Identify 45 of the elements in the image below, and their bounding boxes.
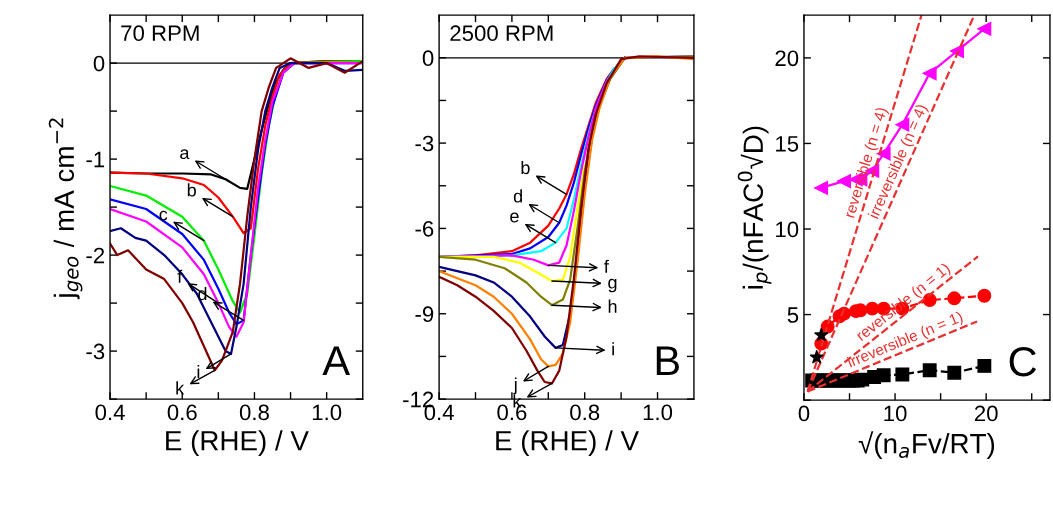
x-tick-label: 10 — [884, 405, 907, 422]
chart-title: 2500 RPM — [450, 25, 553, 42]
annotation: k — [176, 381, 185, 395]
annotation: B — [656, 346, 679, 376]
x-tick-label: 0.8 — [239, 404, 269, 421]
x-axis-title: E (RHE) / V — [166, 430, 309, 457]
annotation: h — [608, 299, 617, 313]
annotation: C — [1009, 346, 1037, 377]
annotation: j — [513, 377, 517, 395]
annotation: f — [604, 259, 609, 273]
annotation: d — [513, 189, 522, 203]
annotation: e — [510, 212, 519, 223]
y-tick-label: -3 — [415, 135, 434, 152]
y-tick-label: -2 — [86, 247, 105, 264]
y-tick-label: 0 — [93, 55, 105, 72]
chart-title: 70 RPM — [121, 25, 199, 42]
x-tick-label: 20 — [974, 405, 998, 422]
annotation: b — [521, 160, 530, 175]
x-tick-label: 0 — [798, 405, 810, 422]
y-axis-title: j$_{geo}$ / mA cm$^{−2}$ — [48, 118, 83, 300]
annotation: A — [322, 346, 351, 376]
y-tick-label: 20 — [775, 50, 799, 67]
x-axis-title: E (RHE) / V — [496, 430, 639, 457]
y-tick-label: 10 — [776, 221, 799, 238]
y-axis-title: i$_{p}$/(nFAC$^{0}$√D) — [737, 126, 772, 289]
annotation: g — [608, 278, 617, 293]
y-tick-label: 5 — [787, 307, 799, 323]
annotation: b — [187, 183, 196, 197]
y-tick-label: -1 — [86, 151, 105, 168]
x-tick-label: 1.0 — [312, 404, 342, 421]
x-tick-label: 1.0 — [643, 404, 673, 421]
x-tick-label: 0.4 — [95, 404, 125, 421]
x-tick-label: 0.8 — [570, 404, 600, 421]
y-tick-label: 0 — [422, 50, 434, 67]
y-tick-label: -9 — [415, 306, 434, 323]
annotation: c — [159, 210, 168, 221]
y-tick-label: -6 — [415, 220, 434, 237]
annotation: i — [197, 365, 200, 379]
annotation: f — [177, 269, 183, 283]
annotation: i — [612, 342, 614, 356]
y-tick-label: 15 — [776, 136, 799, 152]
x-axis-title: √(n$_{a}$Fv/RT) — [858, 431, 995, 459]
x-tick-label: 0.6 — [167, 404, 197, 421]
y-tick-label: -3 — [86, 343, 105, 360]
annotation: a — [180, 149, 190, 160]
